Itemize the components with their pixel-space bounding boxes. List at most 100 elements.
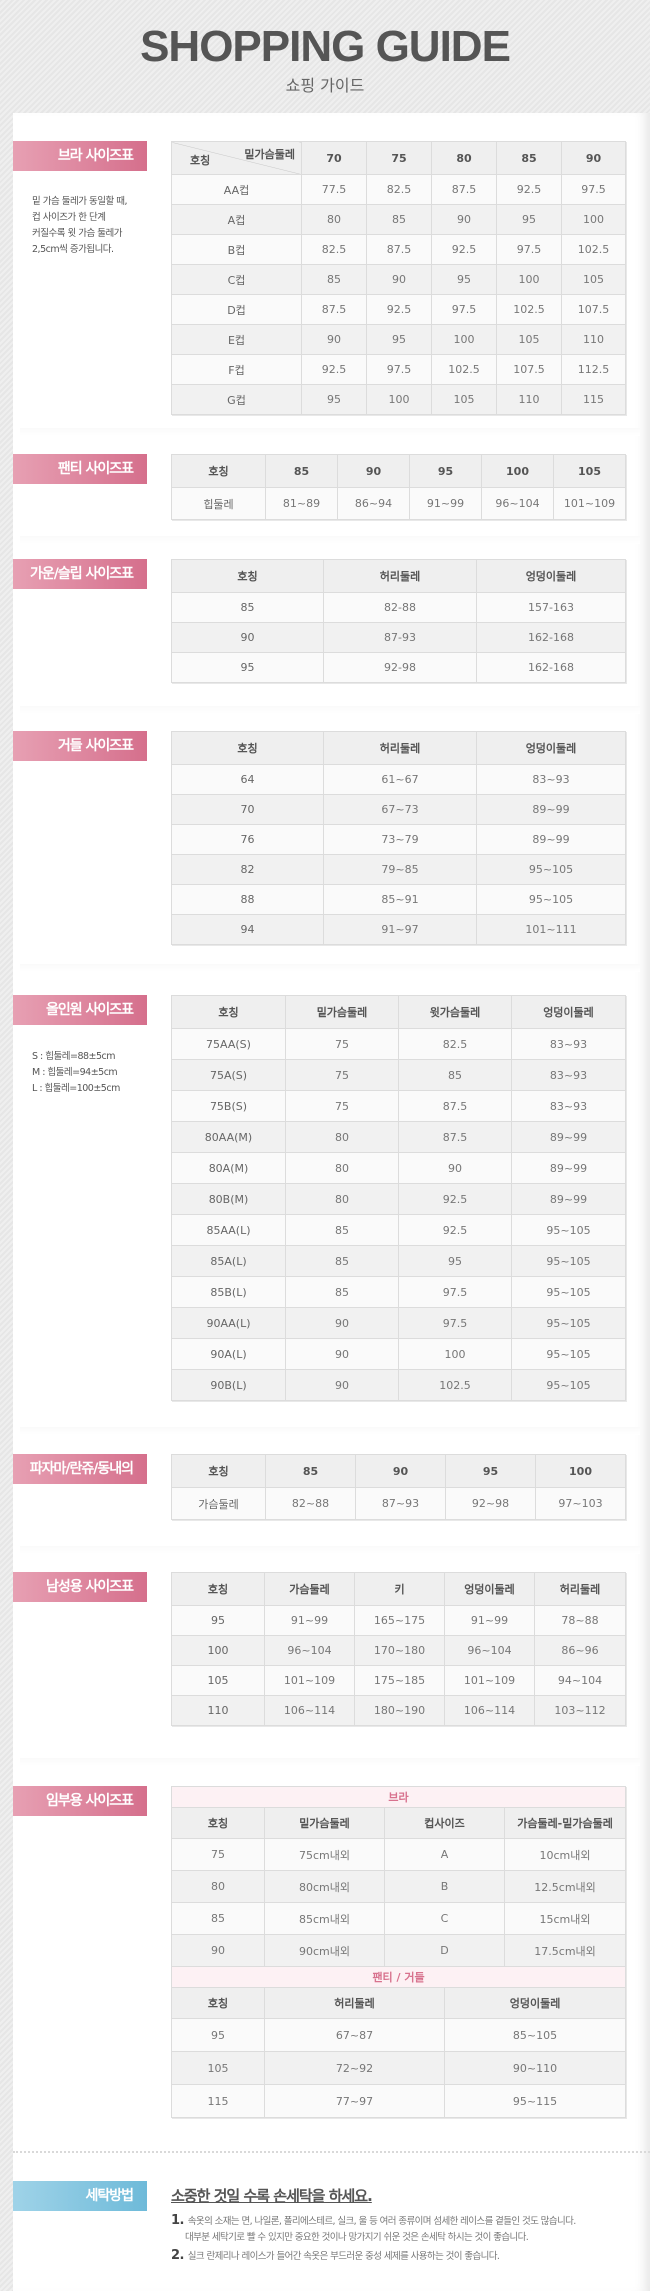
table-cell: 76	[171, 824, 324, 855]
corner-header-bottom: 호칭	[190, 154, 211, 167]
dotted-divider	[13, 2151, 650, 2153]
table-row: 85 82-88 157-163	[171, 592, 626, 623]
table-cell: 96~104	[481, 487, 554, 520]
note-line: M : 힙둘레=94±5cm	[32, 1067, 118, 1078]
maternity-size-table: 브라 호칭 밑가슴둘레 컵사이즈 가슴둘레-밑가슴둘레 75 75cm내외 A 10cm내외 80…	[170, 1786, 627, 2118]
table-cell: 83~93	[511, 1028, 626, 1060]
table-cell: 80	[285, 1183, 399, 1215]
table-cell: 83~93	[511, 1090, 626, 1122]
table-cell: 175~185	[354, 1665, 445, 1696]
table-cell: 85	[366, 204, 432, 235]
table-cell: 92.5	[301, 354, 367, 385]
column-header: 허리둘레	[323, 731, 477, 765]
table-cell: 115	[171, 2084, 265, 2118]
table-cell: C	[384, 1902, 505, 1935]
table-cell: 90	[301, 324, 367, 355]
table-cell: 82~88	[265, 1487, 356, 1520]
table-cell: D	[384, 1934, 505, 1967]
allinone-label: 올인원 사이즈표	[13, 995, 147, 1025]
table-header-row: 호칭 밑가슴둘레 컵사이즈 가슴둘레-밑가슴둘레	[171, 1807, 627, 1839]
table-cell: 87-93	[323, 622, 477, 653]
table-row: E컵 90 95 100 105 110	[171, 324, 626, 355]
table-cell: 89~99	[511, 1121, 626, 1153]
table-cell: 80	[285, 1152, 399, 1184]
section-divider	[20, 536, 640, 544]
table-cell: 87.5	[431, 174, 497, 205]
caption-row: 팬티 / 거들	[170, 1966, 627, 1988]
table-cell: 75B(S)	[171, 1090, 286, 1122]
table-cell: 15cm내외	[503, 1902, 627, 1935]
note-line: 2,5cm씩 증가됩니다.	[32, 244, 114, 255]
table-cell: 75cm내외	[264, 1838, 385, 1871]
table-cell: 90cm내외	[264, 1934, 385, 1967]
column-header: 엉덩이둘레	[476, 731, 626, 765]
table-cell: 90	[398, 1152, 512, 1184]
table-cell: 92.5	[496, 174, 562, 205]
table-cell: 102.5	[398, 1369, 512, 1401]
table-cell: 90AA(L)	[171, 1307, 286, 1339]
table-cell: 110	[171, 1695, 265, 1726]
table-cell: 95	[171, 652, 324, 683]
table-cell: 17.5cm내외	[503, 1934, 627, 1967]
table-cell: 100	[561, 204, 626, 235]
item-number: 2.	[171, 2248, 184, 2263]
table-cell: 92.5	[366, 294, 432, 325]
table-cell: 90	[285, 1307, 399, 1339]
column-header: 90	[355, 1454, 446, 1488]
column-header: 90	[561, 141, 626, 175]
table-cell: 105	[171, 2051, 265, 2085]
table-header-row: 호칭 허리둘레 엉덩이둘레	[171, 559, 626, 593]
note-line: 커질수록 윗 가슴 둘레가	[32, 228, 122, 239]
maternity-label: 임부용 사이즈표	[13, 1786, 147, 1816]
column-header: 가슴둘레-밑가슴둘레	[503, 1807, 627, 1839]
table-cell: 90	[431, 204, 497, 235]
girdle-label: 거들 사이즈표	[13, 731, 147, 761]
table-cell: 92-98	[323, 652, 477, 683]
table-row: A컵 80 85 90 95 100	[171, 204, 626, 235]
table-cell: 115	[561, 384, 626, 415]
page-subtitle: 쇼핑 가이드	[285, 76, 365, 95]
table-cell: 95~105	[511, 1338, 626, 1370]
column-header: 95	[445, 1454, 536, 1488]
table-cell: 90	[366, 264, 432, 295]
table-cell: 91~97	[323, 914, 477, 945]
table-cell: 90	[285, 1338, 399, 1370]
column-header: 호칭	[171, 1987, 265, 2019]
pajama-label: 파자마/란쥬/동내의	[13, 1454, 147, 1484]
column-header: 호칭	[171, 1454, 266, 1488]
column-header: 100	[481, 454, 554, 488]
table-cell: E컵	[171, 324, 302, 355]
table-cell: 80AA(M)	[171, 1121, 286, 1153]
table-header-row: 호칭 밑가슴둘레 윗가슴둘레 엉덩이둘레	[171, 995, 626, 1029]
table-row: 94 91~97 101~111	[171, 914, 626, 945]
column-header: 85	[265, 1454, 356, 1488]
table-cell: 87.5	[366, 234, 432, 265]
table-cell: 107.5	[561, 294, 626, 325]
item-number: 1.	[171, 2213, 184, 2228]
table-cell: 70	[171, 794, 324, 825]
column-header: 95	[409, 454, 482, 488]
caption-row: 브라	[170, 1786, 627, 1808]
table-cell: 83~93	[511, 1059, 626, 1091]
table-cell: 94~104	[534, 1665, 626, 1696]
table-cell: 92.5	[431, 234, 497, 265]
note-line: 컵 사이즈가 한 단계	[32, 212, 106, 223]
table-cell: 89~99	[476, 794, 626, 825]
column-header: 75	[366, 141, 432, 175]
table-cell: 97.5	[496, 234, 562, 265]
table-cell: 157-163	[476, 592, 626, 623]
pajama-size-table: 호칭 85 90 95 100 가슴둘레 82~88 87~93 92~98 97~103	[171, 1454, 626, 1520]
table-row: D컵 87.5 92.5 97.5 102.5 107.5	[171, 294, 626, 325]
table-cell: 75	[285, 1059, 399, 1091]
table-cell: 102.5	[561, 234, 626, 265]
table-cell: 96~104	[444, 1635, 535, 1666]
table-row: B컵 82.5 87.5 92.5 97.5 102.5	[171, 234, 626, 265]
panty-size-table: 호칭 85 90 95 100 105 힙둘레 81~89 86~94 91~99 96~104 10…	[171, 454, 626, 520]
table-cell: 89~99	[511, 1183, 626, 1215]
table-row: 힙둘레 81~89 86~94 91~99 96~104 101~109	[171, 487, 626, 520]
table-cell: 95~105	[511, 1245, 626, 1277]
table-cell: 94	[171, 914, 324, 945]
table-cell: 97.5	[366, 354, 432, 385]
column-header: 허리둘레	[264, 1987, 445, 2019]
table-row: 70 67~73 89~99	[171, 794, 626, 825]
